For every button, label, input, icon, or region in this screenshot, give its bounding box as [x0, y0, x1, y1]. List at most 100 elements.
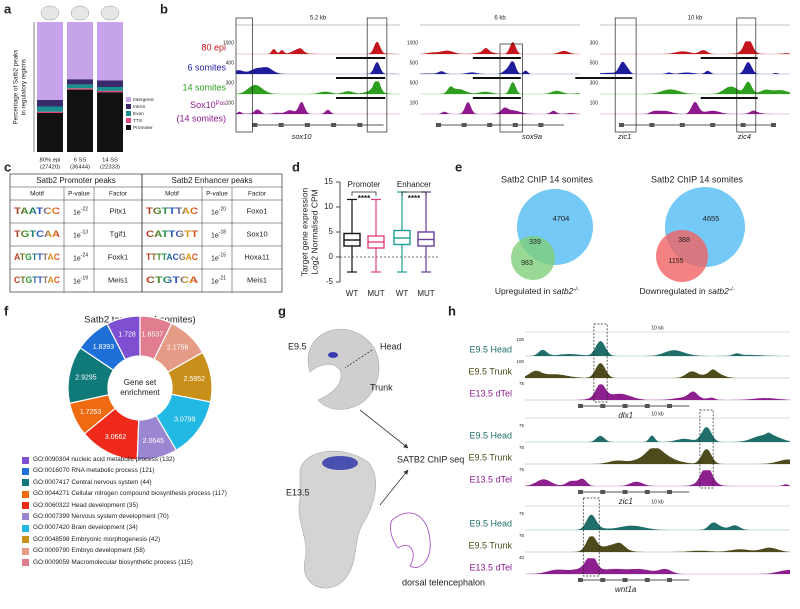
p-value: 1e-20 [211, 207, 226, 217]
table-header: Satb2 Promoter peaks [36, 176, 116, 185]
track-range: 100 [410, 100, 419, 106]
exon [600, 578, 606, 582]
segment-label: 3.0662 [105, 434, 127, 441]
venn-set [511, 236, 555, 280]
telencephalon-sketch [389, 512, 431, 568]
bracket [401, 191, 427, 196]
venn-label-text: Upregulated in [495, 286, 551, 296]
signal-track [525, 363, 790, 378]
panel-letter: b [160, 1, 168, 16]
track-label: Sox10Pos [190, 100, 226, 110]
gene-name: zic4 [737, 132, 751, 141]
motif-logo: CATTGTT [146, 229, 199, 239]
bar-segment [67, 22, 93, 80]
table-header: Satb2 Enhancer peaks [172, 176, 253, 185]
x-tick-label: (22333) [100, 165, 120, 171]
venn-set-label: Downregulated in satb2-/- [640, 286, 735, 296]
p-value: 1e-21 [211, 276, 226, 286]
bar-segment [67, 84, 93, 89]
signal-track [525, 448, 790, 464]
exon [644, 578, 650, 582]
legend-label: GO:0090304 nucleic acid metabolic proces… [33, 456, 175, 463]
segment-label: 1.6537 [142, 331, 164, 338]
legend-label: Intron [133, 104, 146, 110]
gene-name: zic1 [617, 132, 631, 141]
track-range: 100 [226, 100, 235, 106]
segment-label: 1.7253 [80, 409, 102, 416]
signal-track [420, 82, 580, 94]
p-value-base: 1e [211, 278, 219, 285]
gene-name: sox10 [292, 132, 313, 141]
exon [619, 123, 624, 127]
legend-item: GO:0044271 Cellular nitrogen compound bi… [22, 490, 252, 498]
exon [667, 490, 673, 494]
bar-segment [37, 100, 63, 107]
scale-label: 5.2 kb [310, 16, 327, 22]
exon [436, 123, 441, 127]
panel-letter: h [448, 303, 456, 318]
legend-swatch [22, 456, 29, 464]
legend-swatch [22, 479, 29, 487]
y-tick-label: 15 [324, 177, 333, 186]
track-range: 75 [519, 445, 525, 450]
track-range: 75 [519, 533, 525, 538]
legend-swatch [22, 467, 29, 475]
peak-call [472, 77, 521, 79]
legend-label: GO:0007399 Nervous system development (7… [33, 512, 169, 520]
track-label: E9.5 Trunk [468, 452, 512, 462]
p-value-base: 1e [73, 209, 81, 216]
exon [644, 404, 650, 408]
x-tick-label: (27420) [40, 165, 60, 171]
segment-label: 1.8393 [93, 344, 115, 351]
venn-set [656, 230, 708, 282]
peak-call [336, 77, 386, 79]
track-range: 75 [519, 381, 525, 386]
track-range: 1000 [407, 40, 418, 46]
venn-set-label: Upregulated in satb2-/- [495, 286, 579, 296]
factor-name: Meis1 [108, 275, 128, 284]
arrow [379, 469, 409, 506]
x-tick-label: 80% epi [40, 158, 61, 164]
bar-segment [37, 106, 63, 112]
motif-logo: TGTTTAC [146, 206, 199, 216]
p-value-exp: -24 [81, 253, 88, 259]
exon [578, 578, 583, 582]
stage-label: E13.5 [286, 487, 310, 497]
track-label: E13.5 dTel [469, 474, 512, 484]
venn-count: 4704 [553, 214, 570, 223]
bar-segment [37, 22, 63, 100]
exon [740, 123, 746, 127]
track-label: (14 somites) [176, 113, 226, 123]
legend-swatch [22, 524, 29, 532]
table-border [9, 173, 283, 293]
exon [252, 123, 258, 127]
segment-label: 3.0799 [174, 417, 196, 424]
exon [622, 490, 628, 494]
signal-track [600, 41, 790, 54]
column-header: P-value [68, 191, 90, 198]
legend-label: GO:0044271 Cellular nitrogen compound bi… [33, 490, 227, 498]
bracket [351, 191, 377, 196]
signal-track [420, 42, 580, 54]
p-value-exp: -19 [81, 276, 88, 282]
factor-name: Tgif1 [110, 229, 127, 238]
p-value-exp: -13 [81, 230, 88, 236]
track-range: 75 [519, 511, 525, 516]
p-value-base: 1e [211, 232, 219, 239]
venn-label-gene: satb2 [708, 286, 729, 296]
signal-track [236, 101, 400, 114]
legend-label: GO:0048598 Embryonic morphogenesis (42) [33, 535, 161, 543]
scale-label: 10 kb [651, 411, 663, 417]
highlight-box [582, 497, 600, 577]
signal-track [525, 536, 790, 552]
p-value-base: 1e [73, 255, 81, 262]
legend-label: GO:0009059 Macromolecular biosynthetic p… [33, 558, 193, 566]
exon [644, 490, 650, 494]
exon [771, 123, 776, 127]
bar-segment [67, 88, 93, 90]
p-value-base: 1e [211, 255, 219, 262]
legend-swatch [126, 125, 131, 130]
track-label-main: Sox10 [190, 100, 216, 110]
legend-item: GO:0007417 Central nervous system (44) [22, 479, 252, 487]
